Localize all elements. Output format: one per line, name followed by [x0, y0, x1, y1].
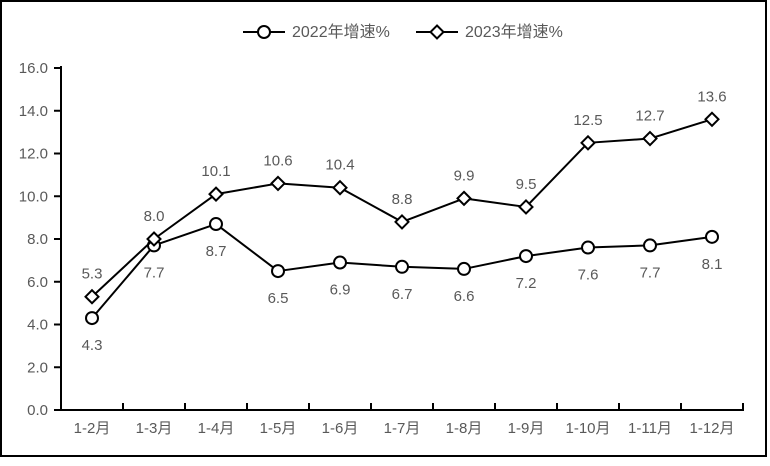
data-label: 12.7	[635, 108, 664, 125]
data-label: 12.5	[573, 112, 602, 129]
data-label: 7.6	[578, 267, 599, 284]
legend-label-2022: 2022年增速%	[292, 23, 390, 41]
data-label: 7.7	[640, 264, 661, 281]
data-point-diamond-marker	[332, 179, 348, 196]
data-label: 8.7	[206, 243, 227, 260]
data-point-diamond-marker	[456, 190, 472, 207]
data-point-circle-marker	[519, 249, 533, 264]
legend-item-2022: 2022年增速%	[243, 23, 390, 41]
data-point-diamond-marker	[270, 175, 286, 192]
data-point-diamond-marker	[394, 213, 410, 230]
x-axis-tick-label: 1-9月	[508, 420, 545, 437]
data-point-diamond-marker	[518, 199, 534, 215]
x-axis-tick-label: 1-12月	[689, 420, 734, 437]
data-point-circle-marker	[85, 311, 99, 326]
data-label: 6.9	[330, 282, 351, 299]
chart-frame-border	[0, 0, 767, 457]
x-axis-tick-label: 1-5月	[260, 420, 297, 437]
x-axis-tick-label: 1-2月	[74, 420, 111, 437]
x-axis-tick-label: 1-7月	[384, 420, 421, 437]
data-label: 6.7	[392, 286, 413, 303]
data-label: 13.6	[697, 88, 726, 105]
data-label: 10.6	[263, 152, 292, 169]
y-axis-tick-label: 14.0	[19, 103, 48, 120]
y-axis-tick-label: 0.0	[27, 402, 48, 419]
data-point-circle-marker	[395, 259, 409, 274]
data-label: 6.5	[268, 290, 289, 307]
legend-label-2023: 2023年增速%	[465, 23, 563, 41]
y-axis-tick-label: 16.0	[19, 60, 48, 77]
data-point-circle-marker	[705, 229, 719, 244]
data-point-circle-marker	[209, 217, 223, 232]
x-axis-tick-label: 1-4月	[198, 420, 235, 437]
data-label: 7.7	[144, 264, 165, 281]
y-axis-tick-label: 12.0	[19, 146, 48, 163]
legend: 2022年增速% 2023年增速%	[243, 23, 563, 41]
data-label: 10.4	[325, 157, 354, 174]
data-label: 4.3	[82, 337, 103, 354]
data-label: 8.1	[702, 256, 723, 273]
data-label: 6.6	[454, 288, 475, 305]
axes: 0.0 2.0 4.0 6.0 8.0 10.0 12.0 14.0 16.0 1-2月 1-3月 1…	[19, 60, 744, 437]
x-axis-tick-label: 1-11月	[628, 420, 672, 437]
y-axis-tick-label: 2.0	[27, 359, 48, 376]
x-axis-tick-label: 1-6月	[322, 420, 359, 437]
data-label: 10.1	[201, 163, 230, 180]
series-2023年增速%: 5.3 8.0 10.1 10.6 10.4 8.8 9.9 9.5 12.5 12.7 13.6	[82, 88, 727, 305]
data-label: 7.2	[516, 275, 537, 292]
data-point-circle-marker	[271, 264, 285, 279]
data-point-diamond-marker	[704, 111, 720, 128]
x-axis-tick-label: 1-3月	[136, 420, 173, 437]
y-axis-tick-label: 8.0	[27, 231, 48, 248]
series-layer: 4.3 7.7 8.7 6.5 6.9 6.7 6.6 7.2 7.6 7.7 8.1 5.3 8.0 1…	[82, 88, 727, 354]
data-point-diamond-marker	[146, 231, 162, 247]
y-axis-tick-label: 10.0	[19, 188, 48, 205]
data-point-diamond-marker	[84, 288, 100, 305]
data-label: 8.0	[144, 208, 165, 225]
data-label: 9.9	[454, 167, 475, 184]
x-axis-tick-label: 1-8月	[446, 420, 483, 437]
legend-diamond-marker-icon	[429, 24, 445, 40]
data-point-diamond-marker	[580, 134, 596, 151]
data-point-circle-marker	[643, 238, 657, 253]
y-axis-tick-label: 4.0	[27, 317, 48, 334]
legend-circle-marker-icon	[257, 25, 271, 39]
data-label: 8.8	[392, 191, 413, 208]
data-label: 9.5	[516, 176, 537, 193]
data-point-diamond-marker	[208, 186, 224, 203]
legend-item-2023: 2023年增速%	[416, 23, 563, 41]
series-2022年增速%: 4.3 7.7 8.7 6.5 6.9 6.7 6.6 7.2 7.6 7.7 8.1	[82, 217, 723, 354]
y-axis-tick-label: 6.0	[27, 274, 48, 291]
data-point-circle-marker	[333, 255, 347, 270]
x-axis-tick-label: 1-10月	[565, 420, 610, 437]
data-label: 5.3	[82, 266, 103, 283]
data-point-circle-marker	[457, 261, 471, 276]
data-point-diamond-marker	[642, 130, 658, 147]
data-point-circle-marker	[581, 240, 595, 255]
